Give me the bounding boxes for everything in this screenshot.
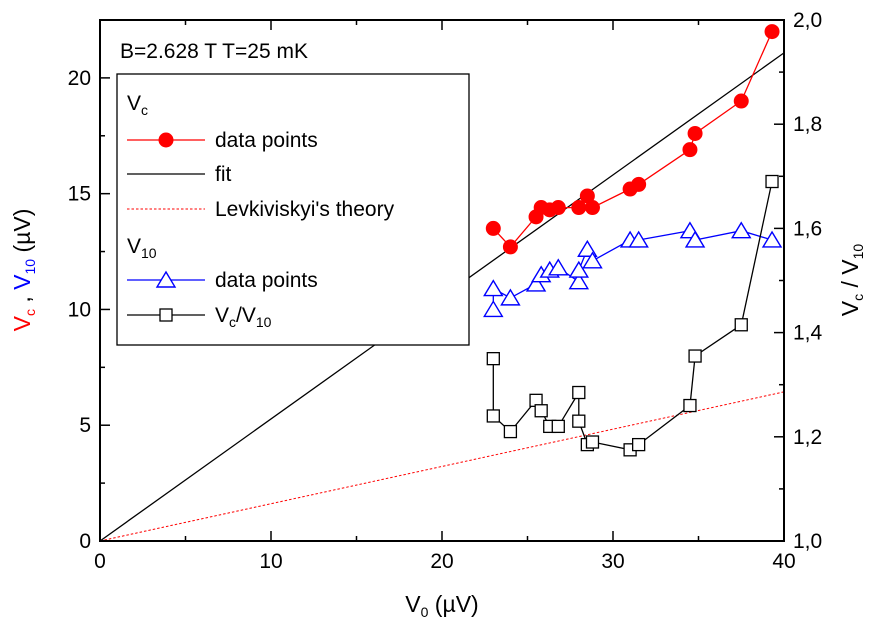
- x-tick-label: 10: [259, 550, 282, 573]
- y-axis-right-label: Vc / V10: [837, 244, 866, 317]
- ratio-point: [632, 437, 646, 452]
- y-left-tick-label: 0: [79, 530, 91, 553]
- legend-title-vc: Vc: [127, 92, 148, 118]
- ratio-point: [688, 349, 702, 363]
- legend-vc-marker: [158, 132, 174, 148]
- y-right-tick-label: 1,0: [793, 530, 822, 553]
- legend-box: [116, 73, 470, 346]
- vc-point: [502, 239, 518, 255]
- ratio-point: [734, 318, 748, 332]
- legend-ratio-label: Vc/V10: [215, 304, 272, 330]
- ratio-point: [486, 409, 500, 423]
- y-right-tick-label: 1,4: [793, 322, 823, 345]
- condition-annotation: B=2.628 T T=25 mK: [120, 40, 308, 63]
- legend-ratio-marker: [159, 308, 173, 322]
- ratio-point: [503, 424, 518, 439]
- vc-point: [485, 220, 501, 236]
- legend: Vc data points fit Levkiviskyi's theory …: [116, 73, 470, 346]
- v10-point: [731, 221, 752, 239]
- vc-point: [764, 24, 780, 40]
- theory-line: [100, 391, 784, 541]
- x-tick-label: 20: [430, 550, 453, 573]
- x-tick-label: 40: [772, 550, 795, 573]
- v10-point: [525, 274, 547, 292]
- ratio-point: [551, 419, 565, 434]
- legend-theory-label: Levkiviskyi's theory: [215, 198, 395, 221]
- v10-point: [548, 258, 569, 276]
- v10-point: [568, 260, 590, 278]
- v10-point: [483, 300, 504, 318]
- series-v10: [483, 221, 783, 318]
- v10-point: [483, 279, 504, 297]
- y-left-tick-label: 15: [68, 183, 91, 206]
- legend-fit-label: fit: [215, 163, 232, 186]
- ratio-point: [534, 404, 548, 418]
- ratio-point: [683, 398, 697, 413]
- vc-point: [550, 200, 566, 216]
- y-right-tick-label: 1,6: [793, 217, 822, 240]
- legend-vc-label: data points: [215, 129, 318, 152]
- x-tick-label: 0: [94, 550, 106, 573]
- y-axis-left-label: Vc , V10 (µV): [9, 209, 38, 332]
- y-left-tick-label: 20: [68, 67, 91, 90]
- y-right-tick-label: 1,8: [793, 113, 822, 136]
- v10-point: [761, 230, 783, 248]
- v10-point: [568, 272, 590, 290]
- vc-point: [687, 125, 703, 141]
- ratio-point: [572, 385, 586, 400]
- v10-point: [582, 251, 603, 269]
- legend-v10-marker: [155, 270, 177, 288]
- v10-point: [577, 239, 598, 257]
- x-tick-label: 30: [601, 550, 624, 573]
- y-left-tick-label: 5: [79, 414, 91, 437]
- v10-point: [684, 230, 706, 248]
- v10-point: [628, 230, 649, 248]
- legend-title-v10: V10: [127, 235, 157, 261]
- ratio-point: [765, 174, 779, 189]
- vc-point: [571, 200, 587, 216]
- v10-point: [500, 288, 521, 306]
- ratio-point: [572, 414, 586, 428]
- series-ratio: [486, 174, 779, 457]
- ratio-point: [486, 351, 500, 366]
- data-series: [483, 24, 783, 457]
- y-right-tick-label: 1,2: [793, 426, 822, 449]
- vc-point: [631, 176, 647, 192]
- series-vc: [485, 24, 780, 255]
- x-axis-label: V0 (µV): [405, 591, 478, 620]
- y-right-tick-label: 2,0: [793, 9, 822, 32]
- vc-point: [682, 142, 698, 158]
- vc-point: [584, 200, 600, 216]
- vc-point: [733, 93, 749, 109]
- legend-v10-label: data points: [215, 269, 318, 292]
- y-left-tick-label: 10: [68, 298, 91, 321]
- ratio-point: [585, 435, 600, 449]
- axis-ticks: 0 10 20 30 40 0 5 10 15 20 1,0 1,2 1,4 1,6 1,8 2,0: [68, 9, 823, 573]
